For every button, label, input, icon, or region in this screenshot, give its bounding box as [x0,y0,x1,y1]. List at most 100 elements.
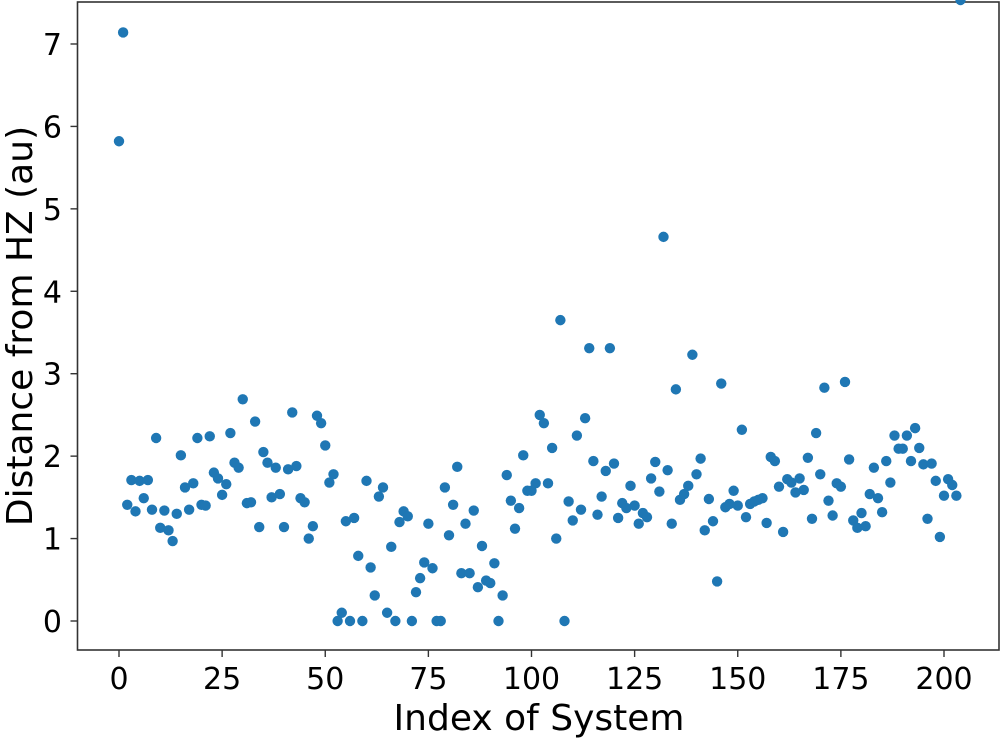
data-point [485,577,496,589]
x-tick-label: 175 [812,662,869,697]
data-point [402,511,413,522]
data-point [328,469,339,480]
y-tick-label: 2 [43,440,62,475]
data-point [922,513,933,524]
data-point [419,557,430,568]
data-point [258,446,269,458]
data-points [113,0,966,627]
data-point [113,136,125,147]
data-point [579,413,591,424]
data-point [530,478,541,489]
data-point [278,521,290,533]
data-point [439,482,451,493]
data-point [179,482,191,493]
data-point [303,533,314,544]
data-point [823,495,834,506]
y-axis-label: Distance from HZ (au) [0,126,41,526]
data-point [843,454,855,465]
data-point [856,507,867,519]
data-point [188,478,199,489]
data-point [171,508,182,520]
data-point [464,567,475,579]
y-tick-label: 4 [43,275,62,310]
data-point [918,459,929,470]
data-point [468,505,479,516]
data-point [386,541,397,553]
data-point [117,27,129,38]
data-point [654,486,665,497]
data-point [274,488,286,500]
data-point [930,475,941,487]
data-point [625,480,636,492]
data-point [897,443,908,454]
data-point [546,442,558,454]
data-point [513,502,525,514]
data-point [666,518,677,529]
data-point [951,490,962,501]
data-point [938,490,950,501]
data-point [332,615,343,627]
data-point [452,461,463,473]
data-point [204,431,215,442]
data-point [142,474,154,486]
data-point [394,516,405,528]
data-point [414,572,426,584]
data-point [819,382,830,393]
data-point [596,491,607,502]
x-tick-label: 0 [109,662,128,697]
data-point [509,523,521,534]
data-point [150,432,162,444]
data-point [163,525,174,536]
x-tick-label: 50 [306,662,344,697]
data-point [588,455,599,467]
data-point [344,615,356,627]
data-point [881,455,892,467]
data-point [472,582,484,593]
data-point [216,489,228,501]
data-point [724,498,735,510]
data-point [728,485,739,496]
data-point [456,567,467,579]
data-point [348,512,360,524]
data-point [670,384,682,395]
x-axis-label: Index of System [394,698,685,739]
x-tick-label: 75 [409,662,447,697]
data-point [777,526,789,538]
data-point [410,586,422,598]
data-point [839,376,851,388]
x-tick-label: 150 [709,662,766,697]
data-point [650,456,661,468]
data-point [711,576,723,587]
data-point [212,473,224,484]
y-tick-label: 3 [43,358,62,393]
data-point [806,513,818,524]
data-point [146,504,158,515]
data-point [658,231,669,243]
data-point [815,469,826,480]
data-point [423,518,434,529]
data-point [914,442,925,454]
data-point [645,473,657,484]
data-point [559,615,570,627]
data-point [122,499,133,510]
data-point [299,497,310,508]
data-point [200,500,211,511]
data-point [489,558,500,569]
x-tick-label: 200 [915,662,972,697]
x-axis-ticks: 0 25 50 75 100 125 150 175 200 [109,650,973,697]
data-point [287,407,298,418]
data-point [155,522,166,534]
data-point [947,479,958,491]
data-point [786,477,797,488]
data-point [518,450,529,461]
data-point [357,615,368,627]
data-point [761,517,772,529]
data-point [291,460,302,472]
data-point [542,478,554,489]
data-point [427,563,438,574]
data-point [835,481,847,492]
data-point [134,475,145,487]
data-point [563,496,574,507]
data-point [584,342,595,354]
data-point [138,492,149,504]
